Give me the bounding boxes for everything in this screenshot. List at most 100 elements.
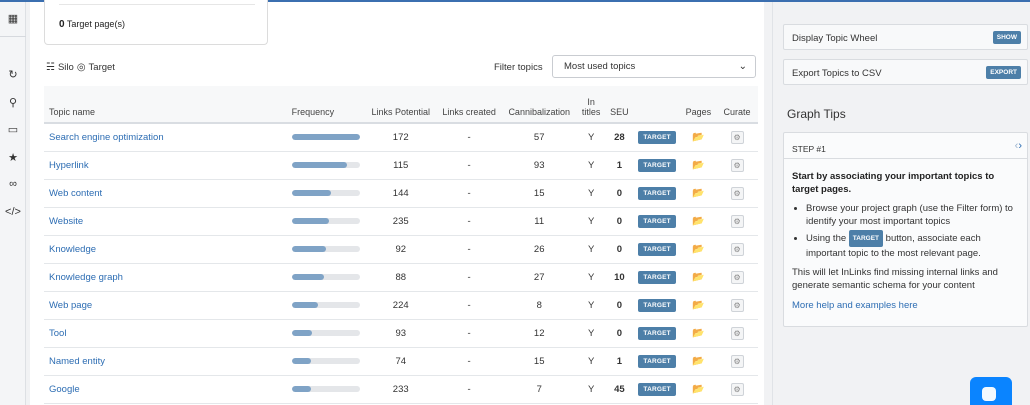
gear-icon[interactable]: ⚙ [730,186,744,200]
pages-cell: 📂 [680,235,716,264]
gear-icon[interactable]: ⚙ [730,242,744,256]
table-row: Knowledge graph 88-27 Y 10 TARGET 📂 ⚙ [44,263,758,292]
gear-icon[interactable]: ⚙ [730,214,744,228]
cannibalization-cell: 8 [501,291,577,320]
tip-bullet-1: Browse your project graph (use the Filte… [806,202,1022,228]
seu-cell: 10 [605,263,633,292]
gear-icon[interactable]: ⚙ [730,158,744,172]
topic-name-link[interactable]: Web content [44,179,287,208]
folder-open-icon[interactable]: 📂 [692,215,705,227]
curate-cell: ⚙ [715,235,758,264]
topic-name-link[interactable]: Google [44,375,287,404]
tip-bullet-2: Using the TARGET button, associate each … [806,230,1022,260]
topic-name-link[interactable]: Hyperlink [44,151,287,180]
frequency-cell [286,375,365,404]
table-row: Search engine optimization 172-57 Y 28 TARGE… [44,123,758,152]
main-panel: 0 Target page(s) ☵ Silo ◎ Target Filter … [30,0,764,405]
export-button[interactable]: EXPORT [986,66,1021,79]
tip-step-label: STEP #1 [792,144,826,154]
more-help-link[interactable]: More help and examples here [792,300,918,311]
folder-open-icon[interactable]: 📂 [692,131,705,143]
col-frequency[interactable]: Frequency [286,86,365,124]
folder-open-icon[interactable]: 📂 [692,383,705,395]
in-titles-cell: Y [576,123,606,152]
col-seu[interactable]: SEU [605,86,633,124]
filter-topics-label: Filter topics [494,62,543,73]
col-links-created[interactable]: Links created [435,86,502,124]
col-topic-name[interactable]: Topic name [44,86,287,124]
target-button[interactable]: TARGET [638,326,676,340]
target-button[interactable]: TARGET [638,242,676,256]
target-cell: TARGET [632,347,681,376]
col-target [632,86,681,124]
gear-icon[interactable]: ⚙ [730,354,744,368]
frequency-bar-fill [291,134,360,141]
silo-target-legend: ☵ Silo ◎ Target [46,62,115,73]
frequency-bar [291,218,360,224]
folder-open-icon[interactable]: 📂 [692,327,705,339]
topic-name-link[interactable]: Named entity [44,347,287,376]
frequency-bar-fill [291,302,319,308]
topic-name-link[interactable]: Web page [44,291,287,320]
link-icon[interactable]: ∞ [9,178,17,190]
target-button[interactable]: TARGET [638,354,676,368]
gear-icon[interactable]: ⚙ [730,382,744,396]
gear-icon[interactable]: ⚙ [730,326,744,340]
tip-target-badge: TARGET [848,230,884,247]
target-button[interactable]: TARGET [638,298,676,312]
chevron-right-icon[interactable]: › [1018,140,1022,152]
tip-heading: Start by associating your important topi… [792,171,995,195]
col-cannibalization[interactable]: Cannibalization [501,86,577,124]
topic-name-link[interactable]: Search engine optimization [44,123,287,152]
folder-open-icon[interactable]: 📂 [692,243,705,255]
links-created-cell: - [435,151,502,180]
topic-name-link[interactable]: Tool [44,319,287,348]
links-potential-cell: 92 [364,235,436,264]
chevron-down-icon: ⌄ [738,61,747,72]
target-button[interactable]: TARGET [638,158,676,172]
frequency-bar [291,134,360,141]
chevron-left-icon[interactable]: ‹ [1014,140,1019,152]
grid-menu-icon[interactable]: ▦ [7,12,19,25]
target-cell: TARGET [632,123,681,152]
col-in-titles[interactable]: In titles [576,86,606,124]
folder-open-icon[interactable]: 📂 [692,271,705,283]
topic-name-link[interactable]: Website [44,207,287,236]
show-button[interactable]: SHOW [992,31,1021,44]
in-titles-cell: Y [576,263,606,292]
pages-cell: 📂 [680,291,716,320]
document-icon[interactable]: ▭ [7,123,19,136]
pages-cell: 📂 [680,179,716,208]
topic-name-link[interactable]: Knowledge graph [44,263,287,292]
display-topic-wheel-label: Display Topic Wheel [792,33,878,44]
folder-open-icon[interactable]: 📂 [692,159,705,171]
folder-open-icon[interactable]: 📂 [692,355,705,367]
target-button[interactable]: TARGET [638,382,676,396]
frequency-bar-fill [291,386,311,392]
folder-open-icon[interactable]: 📂 [692,187,705,199]
code-icon[interactable]: </> [5,206,21,218]
search-icon[interactable]: ⚲ [8,96,18,109]
star-icon[interactable]: ★ [8,151,18,164]
pages-cell: 📂 [680,151,716,180]
chat-widget-button[interactable] [970,377,1012,405]
curate-cell: ⚙ [715,375,758,404]
col-links-potential[interactable]: Links Potential [364,86,436,124]
frequency-bar [291,190,360,196]
cannibalization-cell: 26 [501,235,577,264]
refresh-icon[interactable]: ↻ [8,68,18,81]
pages-cell: 📂 [680,319,716,348]
gear-icon[interactable]: ⚙ [730,130,744,144]
cannibalization-cell: 15 [501,179,577,208]
target-button[interactable]: TARGET [638,270,676,284]
filter-topics-select[interactable]: Most used topics ⌄ [552,55,756,78]
target-button[interactable]: TARGET [638,214,676,228]
target-button[interactable]: TARGET [638,186,676,200]
target-button[interactable]: TARGET [638,130,676,144]
folder-open-icon[interactable]: 📂 [692,299,705,311]
topic-name-link[interactable]: Knowledge [44,235,287,264]
gear-icon[interactable]: ⚙ [730,298,744,312]
gear-icon[interactable]: ⚙ [730,270,744,284]
frequency-cell [286,347,365,376]
right-panel: Display Topic Wheel SHOW Export Topics t… [772,2,1030,405]
